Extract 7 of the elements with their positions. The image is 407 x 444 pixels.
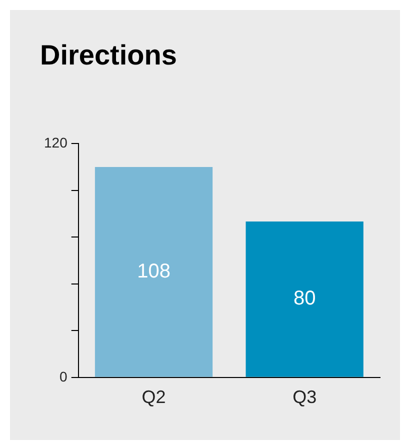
data-label: 80 [293, 288, 316, 310]
x-tick-label: Q2 [142, 387, 166, 408]
data-label: 108 [137, 260, 170, 282]
chart-title: Directions [40, 40, 177, 71]
x-tick-label: Q3 [292, 387, 317, 408]
y-tick-label: 0 [60, 368, 68, 384]
y-tick-label: 120 [44, 134, 68, 150]
